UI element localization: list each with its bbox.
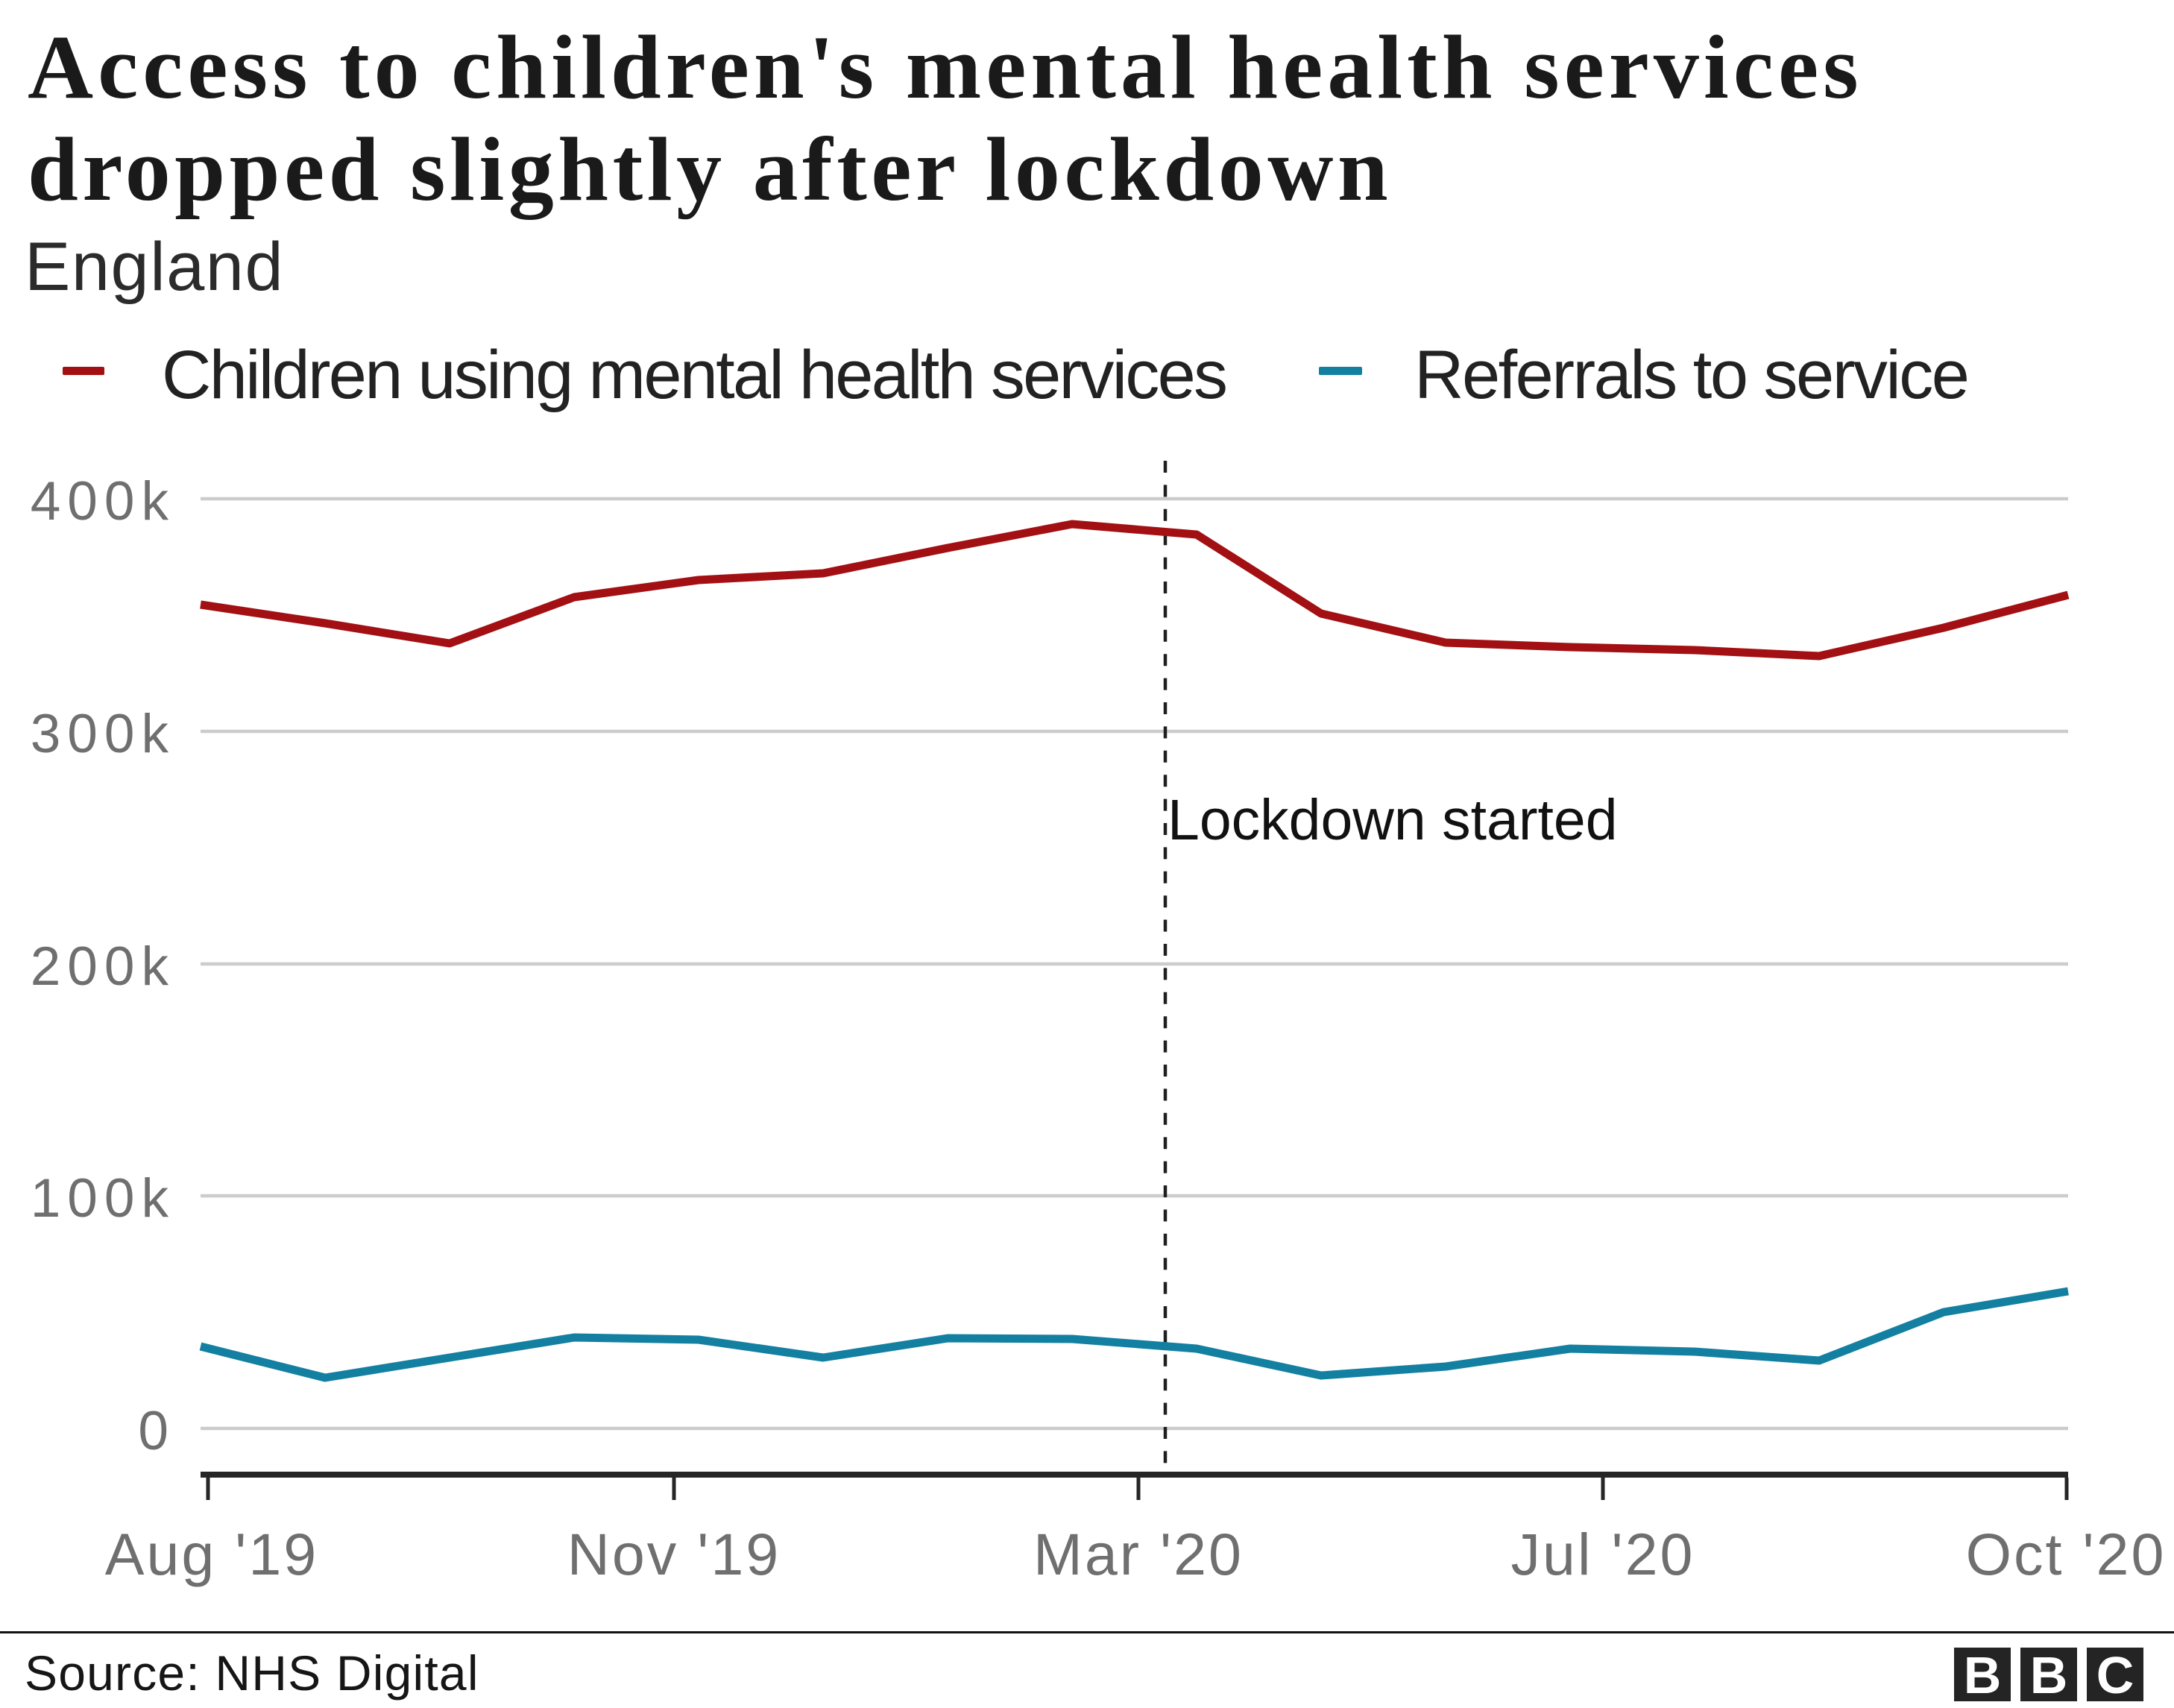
svg-text:Mar '20: Mar '20: [1033, 1521, 1244, 1587]
svg-text:400k: 400k: [31, 471, 175, 532]
svg-text:England: England: [25, 229, 284, 305]
svg-text:Children using mental health s: Children using mental health services: [162, 337, 1226, 413]
svg-text:Jul '20: Jul '20: [1511, 1521, 1695, 1587]
svg-text:0: 0: [138, 1401, 175, 1461]
svg-text:Lockdown started: Lockdown started: [1168, 788, 1618, 852]
svg-text:dropped slightly after lockdow: dropped slightly after lockdown: [28, 119, 1392, 220]
svg-text:Aug '19: Aug '19: [105, 1521, 318, 1587]
svg-text:B: B: [1964, 1646, 2002, 1704]
svg-text:C: C: [2096, 1646, 2134, 1704]
svg-text:Oct '20: Oct '20: [1966, 1521, 2167, 1587]
svg-text:300k: 300k: [31, 704, 175, 764]
svg-text:Nov '19: Nov '19: [567, 1521, 781, 1587]
svg-text:100k: 100k: [31, 1168, 175, 1229]
svg-text:Referrals to service: Referrals to service: [1414, 337, 1967, 413]
svg-text:200k: 200k: [31, 936, 175, 997]
svg-text:Source: NHS Digital: Source: NHS Digital: [25, 1645, 479, 1701]
svg-text:Access to children's mental he: Access to children's mental health servi…: [28, 17, 1863, 118]
svg-text:B: B: [2030, 1646, 2068, 1704]
